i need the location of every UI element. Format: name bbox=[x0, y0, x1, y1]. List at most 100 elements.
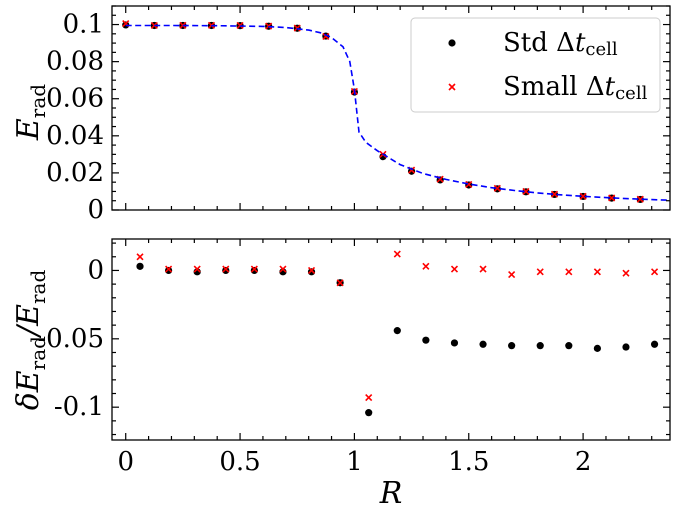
point-std-dt-cell bbox=[536, 342, 544, 350]
point-small-stroke-b bbox=[508, 270, 516, 279]
legend-label-prefix: Small Δ bbox=[503, 72, 605, 102]
legend-label: Std Δtcell bbox=[503, 28, 618, 60]
y-tick-label: 0.02 bbox=[46, 158, 104, 188]
point-small-stroke-b bbox=[593, 268, 601, 276]
point-small-dt-cell bbox=[550, 190, 559, 198]
x-axis-label: R bbox=[379, 476, 403, 511]
x-tick-label: 2 bbox=[575, 447, 592, 477]
point-std-dt-cell bbox=[393, 327, 401, 335]
point-small-dt-cell bbox=[650, 268, 659, 276]
point-small-dt-cell bbox=[422, 262, 430, 270]
point-small-stroke-b bbox=[408, 166, 416, 174]
point-small-stroke-b bbox=[222, 265, 230, 273]
y-tick-label: 0.06 bbox=[46, 84, 104, 114]
point-small-stroke-b bbox=[122, 20, 130, 28]
x-tick-label: 1 bbox=[346, 447, 363, 477]
point-std-dt-cell bbox=[165, 266, 173, 275]
point-small-dt-cell bbox=[307, 266, 316, 275]
point-small-dt-cell bbox=[579, 192, 587, 200]
point-small-stroke-b bbox=[622, 269, 630, 277]
y-tick-label: 0.08 bbox=[46, 47, 104, 77]
y-label-sub: rad bbox=[26, 84, 50, 118]
legend-label-sub: cell bbox=[585, 39, 617, 60]
point-std-dt-cell bbox=[650, 340, 659, 348]
y-label-slash-e: /E bbox=[11, 304, 46, 339]
y-label-main: E bbox=[11, 118, 46, 141]
legend-label-prefix: Std Δ bbox=[503, 28, 575, 58]
point-small-dt-cell bbox=[522, 187, 530, 196]
axes-frame bbox=[111, 238, 671, 441]
point-small-dt-cell bbox=[622, 269, 630, 277]
legend-label-t: t bbox=[605, 72, 616, 102]
point-small-dt-cell bbox=[365, 394, 373, 402]
fit-curve bbox=[125, 24, 670, 201]
point-std-dt-cell bbox=[307, 268, 316, 276]
point-small-dt-cell bbox=[565, 268, 573, 276]
point-std-dt-cell bbox=[565, 342, 573, 350]
point-small-dt-cell bbox=[193, 265, 201, 273]
point-std-dt-cell bbox=[450, 339, 459, 347]
y-tick-label: -0.1 bbox=[54, 392, 104, 422]
point-std-dt-cell bbox=[422, 336, 430, 344]
y-tick-label: 0.1 bbox=[63, 10, 104, 40]
x-tick-label: 0.5 bbox=[219, 447, 260, 477]
x-tick-label: 0 bbox=[117, 447, 134, 477]
y-axis-label-top: Erad bbox=[11, 84, 50, 141]
point-small-stroke-b bbox=[307, 266, 316, 275]
point-small-stroke-b bbox=[493, 184, 501, 192]
point-std-dt-cell bbox=[222, 266, 230, 275]
point-small-stroke-b bbox=[193, 265, 201, 273]
y-tick-label: -0.05 bbox=[37, 324, 104, 354]
point-small-dt-cell bbox=[393, 250, 401, 258]
x-tick-label: 1.5 bbox=[448, 447, 489, 477]
point-std-dt-cell bbox=[136, 262, 144, 270]
point-small-stroke-b bbox=[522, 187, 530, 196]
point-small-stroke-b bbox=[465, 180, 473, 188]
point-std-dt-cell bbox=[593, 344, 601, 352]
point-small-dt-cell bbox=[450, 265, 459, 273]
point-small-dt-cell bbox=[536, 268, 544, 276]
plot-area bbox=[122, 20, 670, 204]
point-small-stroke-b bbox=[536, 268, 544, 276]
point-small-stroke-b bbox=[436, 175, 444, 183]
plot-area bbox=[136, 250, 659, 417]
point-small-stroke-b bbox=[608, 194, 616, 202]
point-small-dt-cell bbox=[479, 265, 487, 273]
point-small-dt-cell bbox=[279, 265, 287, 273]
point-std-dt-cell bbox=[365, 409, 373, 417]
point-std-dt-cell bbox=[479, 340, 487, 348]
point-small-dt-cell bbox=[465, 180, 473, 188]
point-small-dt-cell bbox=[222, 265, 230, 273]
y-label-sub: rad bbox=[26, 270, 50, 304]
point-small-stroke-b bbox=[250, 265, 258, 273]
point-std-dt-cell bbox=[508, 342, 516, 350]
legend-box bbox=[410, 17, 661, 113]
point-small-stroke-b bbox=[165, 265, 173, 273]
point-small-stroke-b bbox=[393, 250, 401, 258]
point-small-dt-cell bbox=[250, 265, 258, 273]
y-axis-label-bottom: δErad/Erad bbox=[11, 270, 50, 411]
point-small-stroke-b bbox=[422, 262, 430, 270]
y-tick-label: 0.04 bbox=[46, 121, 104, 151]
point-small-dt-cell bbox=[493, 184, 501, 192]
point-small-dt-cell bbox=[165, 265, 173, 273]
point-small-stroke-b bbox=[479, 265, 487, 273]
legend-label-t: t bbox=[575, 28, 586, 58]
legend-label: Small Δtcell bbox=[503, 72, 648, 104]
point-small-stroke-b bbox=[636, 195, 644, 203]
point-small-stroke-b bbox=[550, 190, 559, 198]
y-label-delta-e: δE bbox=[11, 370, 46, 410]
point-small-dt-cell bbox=[336, 279, 344, 287]
point-small-stroke-b bbox=[565, 268, 573, 276]
point-small-dt-cell bbox=[322, 32, 330, 40]
point-small-dt-cell bbox=[593, 268, 601, 276]
point-small-stroke-b bbox=[136, 253, 144, 261]
point-small-dt-cell bbox=[608, 194, 616, 202]
point-small-stroke-b bbox=[450, 265, 459, 273]
legend-marker-small bbox=[448, 83, 456, 91]
point-small-stroke-b bbox=[579, 192, 587, 200]
